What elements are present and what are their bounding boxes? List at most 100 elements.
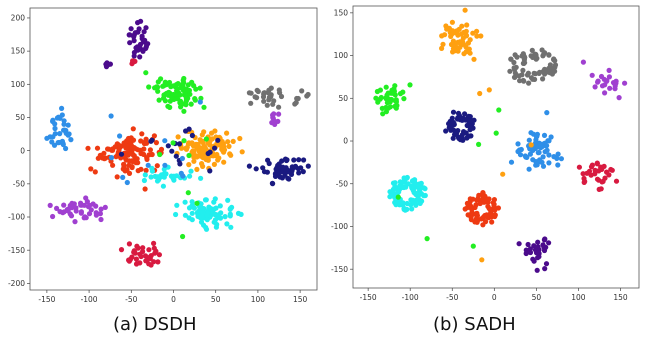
point-a-cyan-11-41 [198, 219, 205, 225]
point-b-cyan-7-47 [397, 202, 403, 208]
point-a-green-16-6 [170, 140, 176, 146]
point-b-green-3-33 [392, 98, 398, 104]
point-b-blue-5-8 [555, 162, 561, 168]
point-b-green-3-18 [378, 94, 384, 101]
point-a-red-7-116 [125, 135, 132, 142]
point-b-navy-4-59 [466, 123, 473, 129]
point-a-orange-8-71 [191, 158, 197, 164]
point-b-red-8-46 [492, 207, 498, 213]
point-a-orange-8-87 [184, 144, 190, 150]
point-a-gray-4-8 [276, 104, 282, 110]
xtick-label-a-50: 50 [211, 295, 221, 304]
point-b-indigo-9-14 [535, 239, 541, 245]
caption-a: (a) DSDH [113, 314, 197, 335]
point-b-navy-4-52 [450, 135, 456, 141]
point-b-gray-1-67 [521, 78, 527, 84]
point-a-blue-6-28 [65, 132, 71, 138]
point-a-blue-15-11 [197, 99, 203, 105]
point-b-crimson-6-16 [594, 176, 601, 182]
point-a-gray-4-33 [261, 91, 267, 97]
point-a-cyan-11-82 [200, 210, 206, 216]
point-a-red-7-97 [130, 126, 136, 132]
point-b-crimson-6-27 [589, 162, 596, 168]
point-b-blue-5-63 [544, 143, 550, 149]
point-a-red-7-81 [149, 151, 155, 158]
point-b-cyan-7-55 [418, 180, 424, 186]
point-a-blue-6-3 [61, 121, 67, 127]
point-a-navy-10-58 [285, 169, 291, 175]
point-b-navy-4-55 [454, 130, 460, 137]
point-b-orange-0-54 [455, 48, 461, 54]
point-a-cyan-11-67 [213, 224, 219, 230]
point-b-blue-5-48 [546, 138, 552, 144]
point-b-crimson-6-18 [588, 172, 594, 178]
point-a-cyan-11-47 [217, 203, 223, 209]
point-a-purple-12-28 [67, 211, 73, 217]
point-b-blue-5-30 [546, 152, 552, 158]
point-a-purple-12-8 [98, 206, 104, 212]
ytick-label-b-100: 100 [334, 51, 349, 60]
point-a-cyan-9-21 [155, 174, 161, 180]
point-b-green-3-39 [383, 96, 389, 102]
point-a-blue-15-7 [162, 162, 168, 168]
point-a-red-7-119 [112, 144, 118, 150]
point-b-blue-5-25 [522, 153, 528, 159]
point-a-gray-4-26 [264, 102, 270, 108]
point-b-blue-5-64 [533, 134, 540, 140]
point-a-blue-6-30 [65, 122, 71, 128]
point-a-green-3-79 [183, 102, 189, 108]
point-a-navy-10-47 [282, 156, 289, 162]
point-b-gray-1-59 [508, 56, 514, 62]
point-b-navy-4-33 [449, 115, 455, 121]
point-a-green-3-65 [192, 96, 198, 102]
point-a-blue-6-14 [52, 121, 58, 127]
point-a-purple-12-27 [73, 205, 79, 211]
point-b-gray-1-68 [528, 75, 535, 81]
point-b-blue-5-53 [526, 137, 532, 143]
point-a-indigo-0-25 [139, 33, 145, 39]
point-b-indigo-9-15 [516, 241, 522, 247]
point-b-green-10-5 [470, 243, 476, 249]
point-a-red-7-85 [154, 163, 160, 169]
point-a-indigo-0-9 [128, 26, 134, 32]
point-b-orange-11-2 [528, 142, 534, 148]
point-a-green-3-31 [181, 108, 187, 114]
point-b-cyan-7-64 [422, 192, 428, 199]
point-a-purple-12-41 [81, 215, 87, 221]
point-b-gray-1-56 [521, 57, 528, 63]
point-a-orange-8-100 [198, 138, 204, 144]
point-a-blue-15-9 [145, 162, 151, 168]
point-a-cyan-11-27 [212, 196, 218, 202]
point-a-blue-6-27 [68, 137, 74, 143]
point-b-gray-1-40 [511, 66, 518, 73]
point-a-navy-10-12 [246, 163, 252, 169]
point-b-purple-2-16 [602, 82, 608, 88]
point-a-orange-8-27 [227, 151, 233, 157]
ytick-label-a-0: 0 [20, 146, 25, 155]
point-b-navy-4-57 [456, 114, 462, 121]
point-a-gray-4-28 [248, 90, 254, 96]
point-a-cyan-11-38 [202, 197, 209, 203]
point-a-navy-10-53 [266, 160, 272, 167]
point-b-orange-0-51 [462, 7, 468, 13]
point-b-red-8-47 [473, 211, 479, 217]
point-a-indigo-0-5 [127, 32, 133, 38]
point-a-orange-8-38 [211, 161, 217, 167]
point-a-green-16-1 [203, 136, 209, 142]
point-a-crimson-2-3 [132, 58, 138, 64]
point-a-navy-10-49 [280, 168, 286, 174]
point-a-blue-6-29 [47, 134, 53, 140]
point-b-orange-0-27 [463, 28, 469, 34]
point-b-purple-2-9 [592, 84, 598, 90]
point-a-blue-15-5 [108, 155, 115, 161]
point-a-green-3-75 [183, 95, 189, 101]
point-b-orange-0-48 [457, 39, 463, 45]
xtick-label-a-100: 100 [251, 295, 266, 304]
point-b-gray-1-60 [534, 55, 540, 61]
point-b-purple-2-5 [602, 90, 608, 96]
point-a-green-3-62 [181, 80, 187, 86]
point-a-green-3-70 [186, 87, 192, 94]
point-a-blue-6-25 [55, 140, 61, 146]
point-b-purple-2-15 [598, 73, 605, 80]
point-b-gray-1-28 [552, 62, 559, 68]
